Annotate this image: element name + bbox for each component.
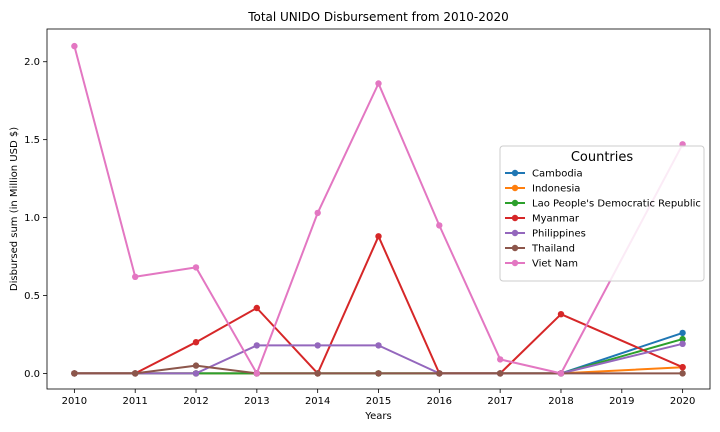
data-point <box>679 364 686 371</box>
y-tick-label: 0.0 <box>24 369 40 380</box>
y-tick-label: 0.5 <box>24 291 40 302</box>
legend-swatch-marker <box>511 199 519 207</box>
legend-label: Viet Nam <box>532 259 578 270</box>
data-point <box>557 370 565 377</box>
data-point <box>375 342 382 349</box>
data-point <box>679 370 686 377</box>
data-point <box>253 370 260 377</box>
legend-swatch-marker <box>511 184 519 192</box>
data-point <box>253 342 260 349</box>
data-point <box>375 80 382 87</box>
legend-swatch-marker <box>511 229 519 237</box>
legend-label: Philippines <box>532 229 586 240</box>
x-tick-label: 2012 <box>183 396 208 407</box>
x-tick-label: 2020 <box>670 396 695 407</box>
data-point <box>192 370 200 377</box>
data-point <box>71 370 78 377</box>
legend-swatch-marker <box>511 169 519 177</box>
legend-box <box>499 145 705 282</box>
legend-title: Countries <box>571 150 634 165</box>
x-tick-label: 2019 <box>609 396 634 407</box>
data-point <box>679 335 686 343</box>
data-point <box>132 370 139 377</box>
series-line-5 <box>74 364 683 375</box>
data-point <box>679 329 686 337</box>
legend-label: Indonesia <box>532 184 580 195</box>
y-tick-label: 1.5 <box>24 135 40 146</box>
data-point <box>71 42 78 50</box>
data-point <box>314 370 321 377</box>
data-point <box>497 356 504 363</box>
legend-label: Thailand <box>531 244 575 255</box>
x-tick-label: 2014 <box>305 396 330 407</box>
legend-swatch-marker <box>511 244 519 252</box>
data-point <box>557 311 565 318</box>
data-point <box>314 342 321 349</box>
legend: Countries Cambodia Indonesia Lao People's D… <box>499 145 705 282</box>
legend-swatch-marker <box>511 259 519 267</box>
legend-label: Cambodia <box>532 169 583 180</box>
x-tick-label: 2011 <box>122 396 147 407</box>
x-tick-label: 2016 <box>427 396 452 407</box>
legend-swatch-marker <box>511 214 519 222</box>
x-tick-label: 2017 <box>487 396 512 407</box>
data-point <box>436 222 443 229</box>
x-axis-title: Years <box>364 411 391 422</box>
x-tick-label: 2018 <box>548 396 573 407</box>
data-point <box>436 370 443 377</box>
x-tick-label: 2013 <box>244 396 269 407</box>
data-point <box>132 273 139 280</box>
legend-label: Lao People's Democratic Republic <box>532 199 701 210</box>
series-line-3 <box>74 235 683 375</box>
data-point <box>679 340 686 347</box>
series-line-6 <box>73 45 684 375</box>
legend-label: Myanmar <box>532 214 580 225</box>
data-point <box>375 370 382 377</box>
data-point <box>375 233 382 240</box>
data-point <box>192 362 200 369</box>
y-tick-label: 1.0 <box>24 213 40 224</box>
chart-title: Total UNIDO Disbursement from 2010-2020 <box>247 10 509 24</box>
y-axis-title: Disbursed sum (in Million USD $) <box>9 127 20 291</box>
data-point <box>314 209 321 217</box>
x-tick-label: 2015 <box>366 396 391 407</box>
data-point <box>497 370 504 377</box>
data-point <box>253 304 260 312</box>
data-point <box>192 264 200 271</box>
series-line-0 <box>74 331 683 375</box>
x-tick-label: 2010 <box>62 396 87 407</box>
data-point <box>192 339 200 346</box>
y-tick-label: 2.0 <box>24 57 40 68</box>
